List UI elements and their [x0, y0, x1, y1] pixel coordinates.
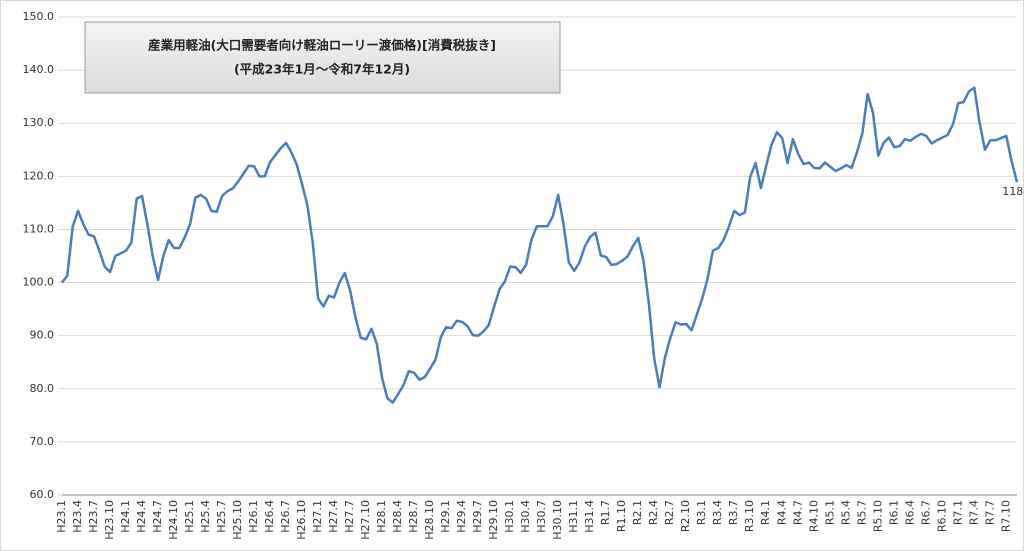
x-tick-label: R2.10 [679, 500, 692, 532]
y-tick-label: 60.0 [30, 488, 55, 501]
x-tick-label: H24.10 [167, 500, 180, 540]
y-tick-label: 120.0 [23, 169, 55, 182]
x-tick-label: H30.7 [535, 500, 548, 533]
x-tick-label: R4.7 [791, 500, 804, 525]
x-tick-label: R5.7 [855, 500, 868, 525]
x-tick-label: R7.10 [999, 500, 1012, 532]
x-tick-label: H27.1 [311, 500, 324, 533]
x-tick-label: H24.7 [151, 500, 164, 533]
x-tick-label: R3.7 [727, 500, 740, 525]
x-tick-label: H24.4 [135, 500, 148, 533]
x-tick-label: H23.7 [87, 500, 100, 533]
data-label: 118.9 [1002, 185, 1024, 198]
y-tick-label: 110.0 [23, 222, 55, 235]
x-tick-label: H26.1 [247, 500, 260, 533]
x-tick-label: H26.7 [279, 500, 292, 533]
x-tick-label: H28.10 [423, 500, 436, 540]
x-tick-label: R6.4 [903, 500, 916, 525]
y-tick-label: 80.0 [30, 382, 55, 395]
x-tick-label: H25.4 [199, 500, 212, 533]
x-tick-label: H28.4 [391, 500, 404, 533]
x-tick-label: R3.10 [743, 500, 756, 532]
x-tick-label: R4.10 [807, 500, 820, 532]
x-tick-label: H30.10 [551, 500, 564, 540]
x-tick-label: H29.4 [455, 500, 468, 533]
x-tick-label: H24.1 [119, 500, 132, 533]
x-tick-label: H29.7 [471, 500, 484, 533]
x-tick-label: H29.1 [439, 500, 452, 533]
y-tick-label: 140.0 [23, 63, 55, 76]
x-tick-label: H31.1 [567, 500, 580, 533]
x-tick-label: H27.4 [327, 500, 340, 533]
x-tick-label: H26.10 [295, 500, 308, 540]
x-tick-label: H27.7 [343, 500, 356, 533]
x-tick-label: H28.7 [407, 500, 420, 533]
x-tick-label: R5.4 [839, 500, 852, 525]
y-tick-label: 70.0 [30, 435, 55, 448]
x-tick-label: R6.7 [919, 500, 932, 525]
chart-subtitle: (平成23年1月～令和7年12月) [234, 62, 410, 77]
x-tick-label: R4.4 [775, 500, 788, 525]
x-tick-label: R1.7 [599, 500, 612, 525]
x-tick-label: H29.10 [487, 500, 500, 540]
x-tick-label: H31.4 [583, 500, 596, 533]
x-tick-label: R4.1 [759, 500, 772, 525]
x-tick-label: R2.7 [663, 500, 676, 525]
x-tick-label: R2.4 [647, 500, 660, 525]
x-tick-label: H30.1 [503, 500, 516, 533]
x-tick-label: H23.4 [71, 500, 84, 533]
x-tick-label: H23.10 [103, 500, 116, 540]
x-tick-label: R5.1 [823, 500, 836, 525]
x-tick-label: H25.10 [231, 500, 244, 540]
x-tick-label: R2.1 [631, 500, 644, 525]
x-tick-label: H27.10 [359, 500, 372, 540]
x-tick-label: H26.4 [263, 500, 276, 533]
x-tick-label: R7.7 [983, 500, 996, 525]
x-tick-label: R6.1 [887, 500, 900, 525]
y-tick-label: 150.0 [23, 10, 55, 23]
y-tick-label: 130.0 [23, 116, 55, 129]
title-box [84, 21, 561, 94]
chart-title: 産業用軽油(大口需要者向け軽油ローリー渡価格)[消費税抜き] [148, 38, 496, 53]
line-series [61, 86, 1019, 404]
x-tick-label: H25.1 [183, 500, 196, 533]
x-tick-label: R3.4 [711, 500, 724, 525]
x-tick-label: R6.10 [935, 500, 948, 532]
x-tick-label: R3.1 [695, 500, 708, 525]
x-tick-label: R7.1 [951, 500, 964, 525]
y-tick-label: 90.0 [30, 329, 55, 342]
y-tick-label: 100.0 [23, 276, 55, 289]
x-tick-label: H30.4 [519, 500, 532, 533]
x-tick-label: H25.7 [215, 500, 228, 533]
x-tick-label: R7.4 [967, 500, 980, 525]
x-tick-label: R1.10 [615, 500, 628, 532]
x-tick-label: R5.10 [871, 500, 884, 532]
x-tick-label: H23.1 [55, 500, 68, 533]
x-tick-label: H28.1 [375, 500, 388, 533]
plot-area: 60.0 70.0 80.0 90.0 100.0 110.0 120.0 130.0 140.… [23, 10, 1024, 540]
